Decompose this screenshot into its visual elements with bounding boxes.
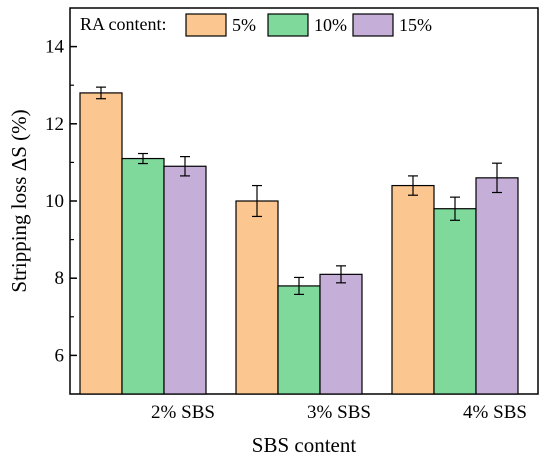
- bar: [79, 92, 123, 395]
- x-tick-label: 2% SBS: [151, 402, 215, 423]
- bar: [475, 177, 519, 395]
- x-tick-label: 4% SBS: [463, 402, 527, 423]
- bar: [163, 165, 207, 395]
- y-tick-label: 12: [45, 114, 64, 135]
- x-axis: 2% SBS 3% SBS 4% SBS: [151, 402, 527, 423]
- bar: [319, 273, 363, 395]
- y-tick-label: 14: [45, 37, 65, 58]
- legend-label: 5%: [232, 15, 256, 35]
- legend-swatch: [185, 13, 227, 37]
- x-axis-title: SBS content: [252, 433, 357, 457]
- bar: [433, 208, 477, 395]
- y-tick-label: 8: [55, 268, 65, 289]
- bars-layer: [79, 92, 519, 395]
- bar: [277, 285, 321, 395]
- bar: [235, 200, 279, 395]
- y-tick-label: 6: [55, 345, 65, 366]
- legend-swatch: [267, 13, 309, 37]
- y-tick-label: 10: [45, 191, 64, 212]
- bar: [391, 184, 435, 395]
- legend-swatch: [352, 13, 394, 37]
- legend-label: 10%: [314, 15, 347, 35]
- error-bars-layer: [96, 86, 502, 296]
- legend: RA content: 5% 10% 15%: [80, 13, 432, 37]
- legend-title: RA content:: [80, 14, 167, 34]
- x-tick-label: 3% SBS: [307, 402, 371, 423]
- bar: [121, 157, 165, 395]
- y-axis: 6 8 10 12 14: [45, 37, 77, 366]
- legend-label: 15%: [399, 15, 432, 35]
- y-axis-title: Stripping loss ΔS (%): [7, 109, 31, 292]
